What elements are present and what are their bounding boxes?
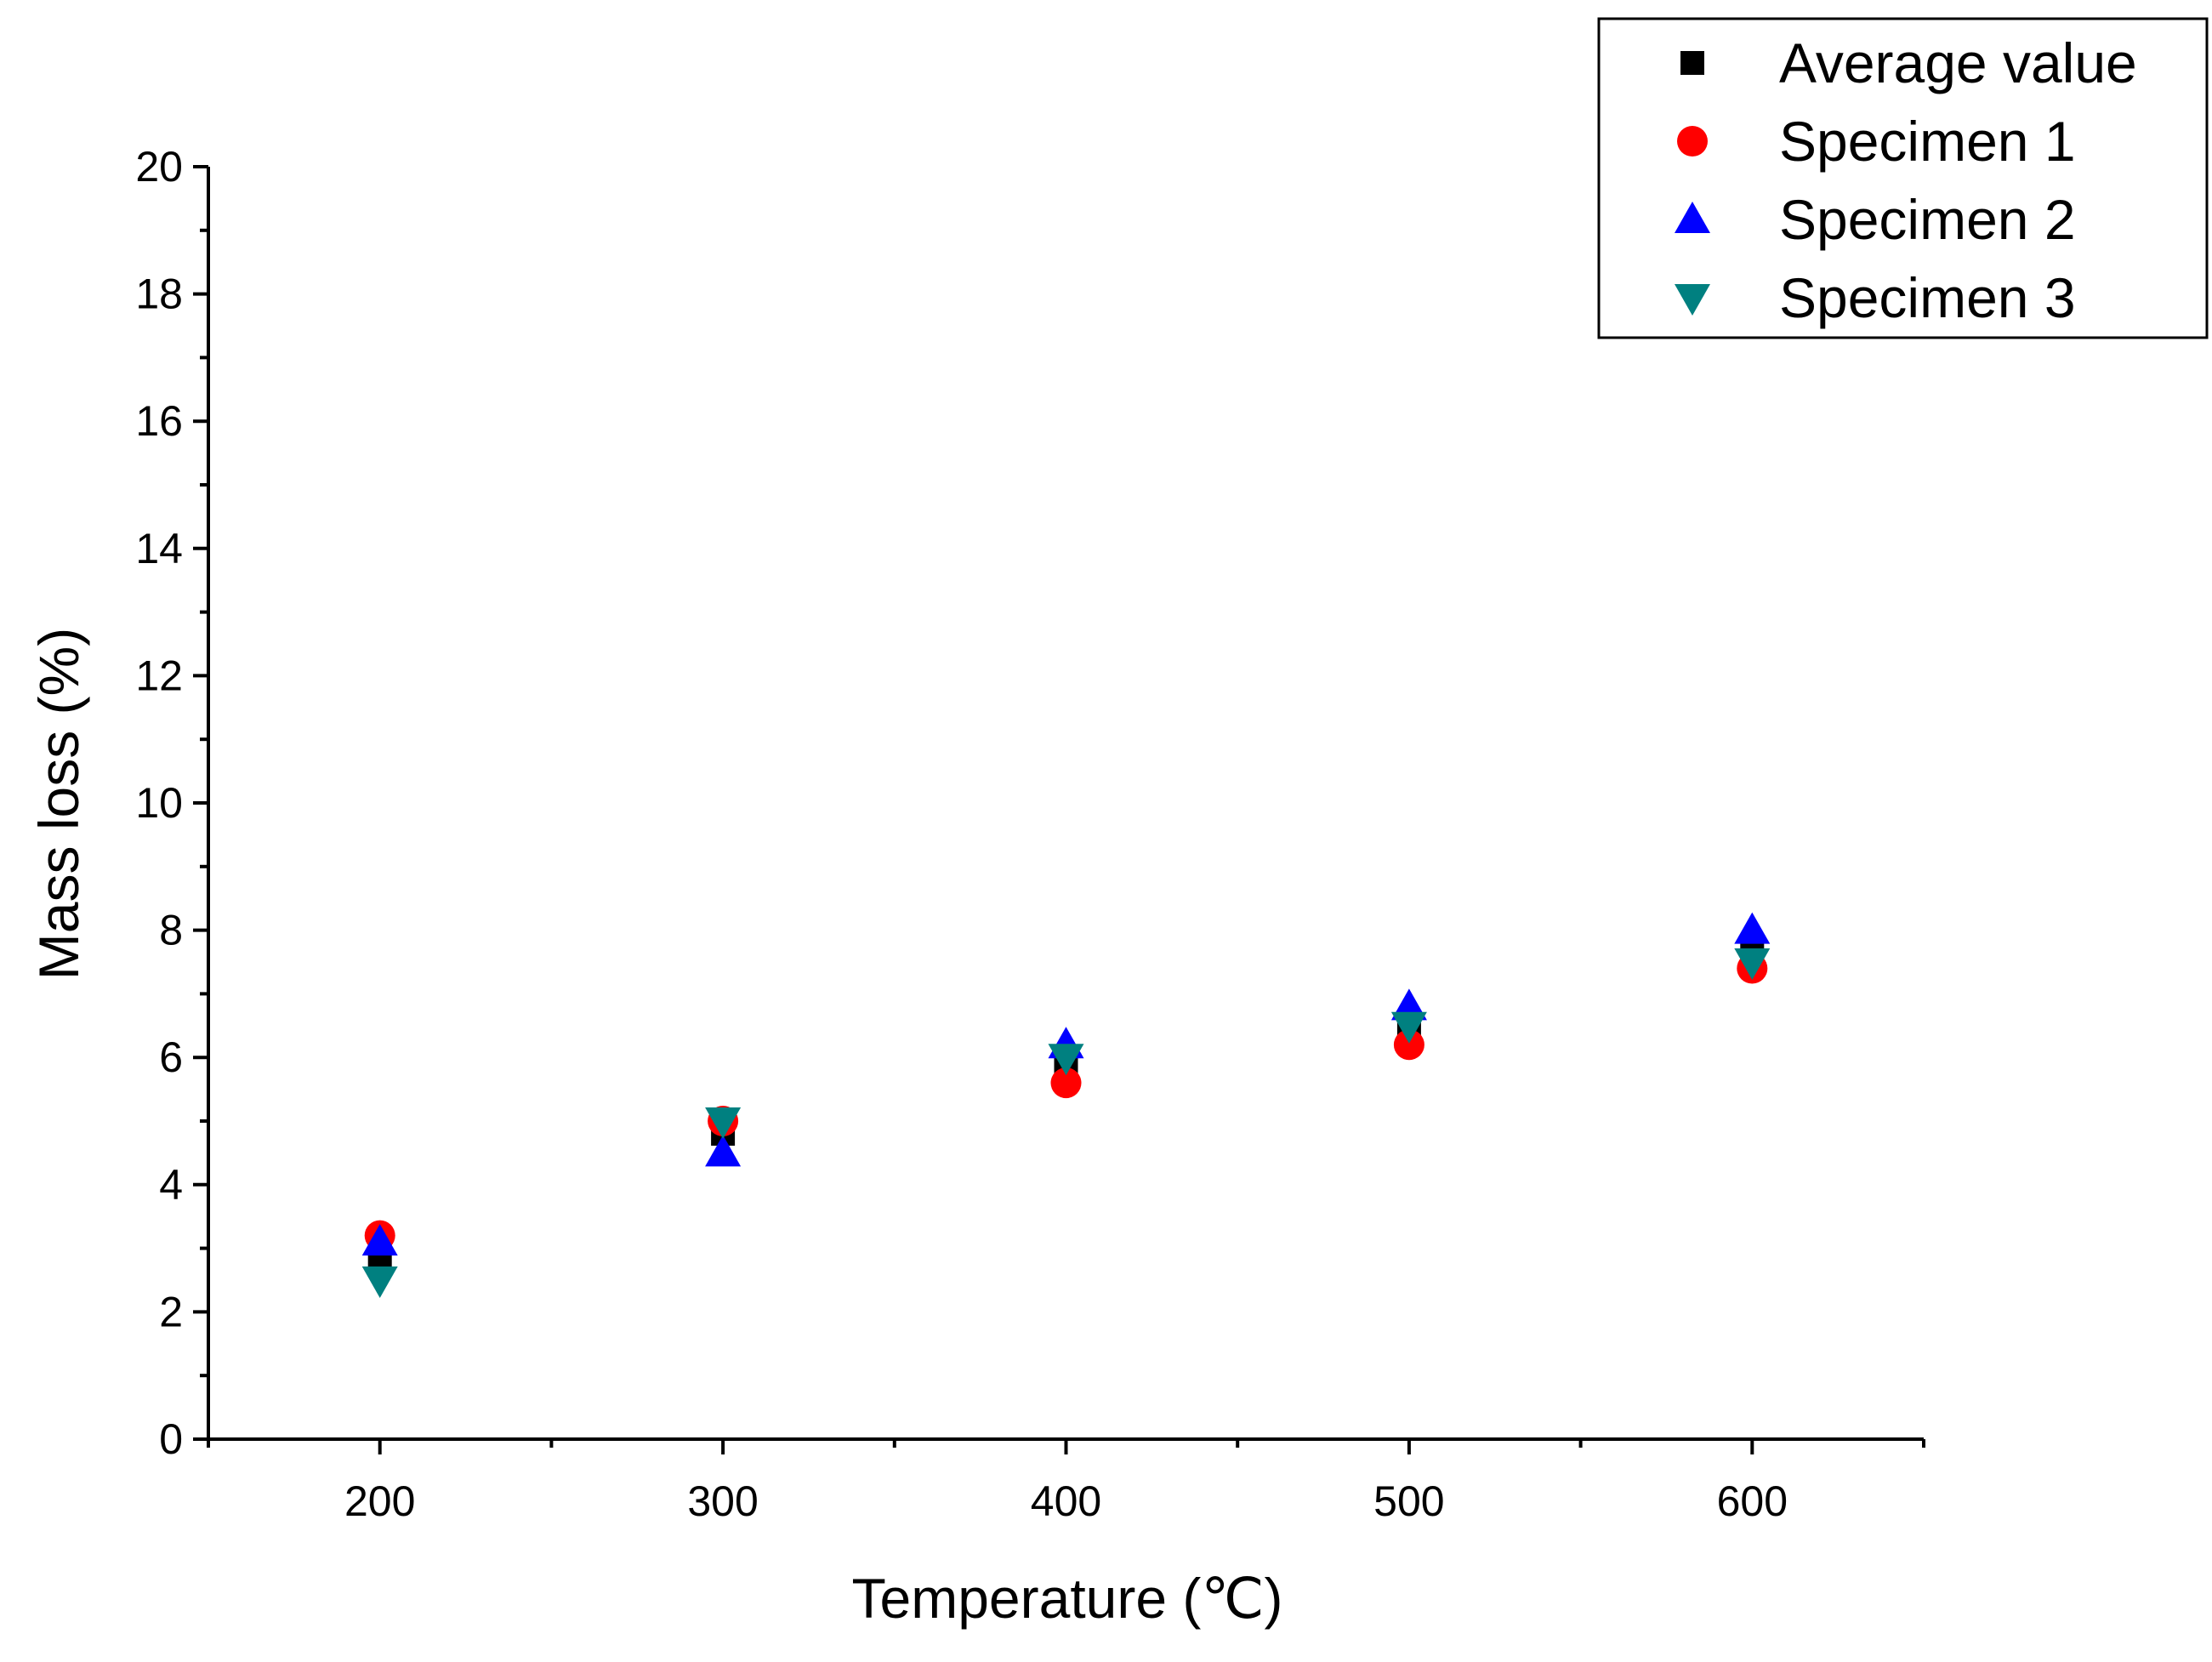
y-axis-title: Mass loss (%) bbox=[27, 628, 90, 980]
data-point bbox=[705, 1107, 742, 1139]
data-point bbox=[1734, 948, 1771, 980]
data-point bbox=[705, 1135, 742, 1167]
data-point bbox=[361, 1224, 398, 1256]
data-point bbox=[1393, 1029, 1424, 1061]
legend-item: Specimen 3 bbox=[1675, 266, 2076, 329]
y-tick-label: 14 bbox=[135, 525, 183, 572]
legend-label: Specimen 2 bbox=[1779, 188, 2076, 251]
y-tick-label: 16 bbox=[135, 397, 183, 445]
x-tick-label: 300 bbox=[687, 1477, 758, 1525]
data-marks bbox=[361, 912, 1771, 1298]
legend: Average value Specimen 1 Specimen 2 Specime… bbox=[1597, 17, 2209, 339]
y-tick-label: 2 bbox=[159, 1288, 183, 1335]
y-tick-label: 8 bbox=[159, 907, 183, 954]
y-tick-label: 20 bbox=[135, 143, 183, 191]
legend-marker bbox=[1675, 202, 1710, 233]
x-axis-title: Temperature (℃) bbox=[852, 1567, 1283, 1630]
legend-marker bbox=[1675, 284, 1710, 316]
y-tick-label: 10 bbox=[135, 779, 183, 827]
x-tick-label: 600 bbox=[1717, 1477, 1788, 1525]
legend-label: Specimen 1 bbox=[1779, 110, 2076, 173]
y-tick-label: 6 bbox=[159, 1033, 183, 1081]
x-tick-label: 200 bbox=[344, 1477, 415, 1525]
x-tick-label: 400 bbox=[1031, 1477, 1101, 1525]
axes: 0 2 4 6 8 10 12 14 16 18 20 200 300 400 500 600 bbox=[135, 143, 1925, 1525]
legend-label: Average value bbox=[1779, 31, 2137, 94]
data-point bbox=[1390, 1011, 1427, 1044]
x-tick-label: 500 bbox=[1373, 1477, 1444, 1525]
data-point bbox=[361, 1266, 398, 1298]
data-point bbox=[1734, 912, 1771, 944]
y-tick-label: 18 bbox=[135, 270, 183, 318]
legend-item: Average value bbox=[1680, 31, 2137, 94]
y-tick-label: 12 bbox=[135, 652, 183, 699]
data-point bbox=[1050, 1067, 1082, 1099]
data-point bbox=[1048, 1044, 1084, 1076]
y-tick-label: 4 bbox=[159, 1161, 183, 1209]
series-specimen-3 bbox=[361, 948, 1771, 1298]
legend-marker bbox=[1680, 51, 1704, 75]
legend-label: Specimen 3 bbox=[1779, 266, 2076, 329]
y-tick-label: 0 bbox=[159, 1415, 183, 1463]
legend-marker bbox=[1677, 126, 1708, 157]
legend-item: Specimen 2 bbox=[1675, 188, 2076, 251]
legend-item: Specimen 1 bbox=[1677, 110, 2076, 173]
